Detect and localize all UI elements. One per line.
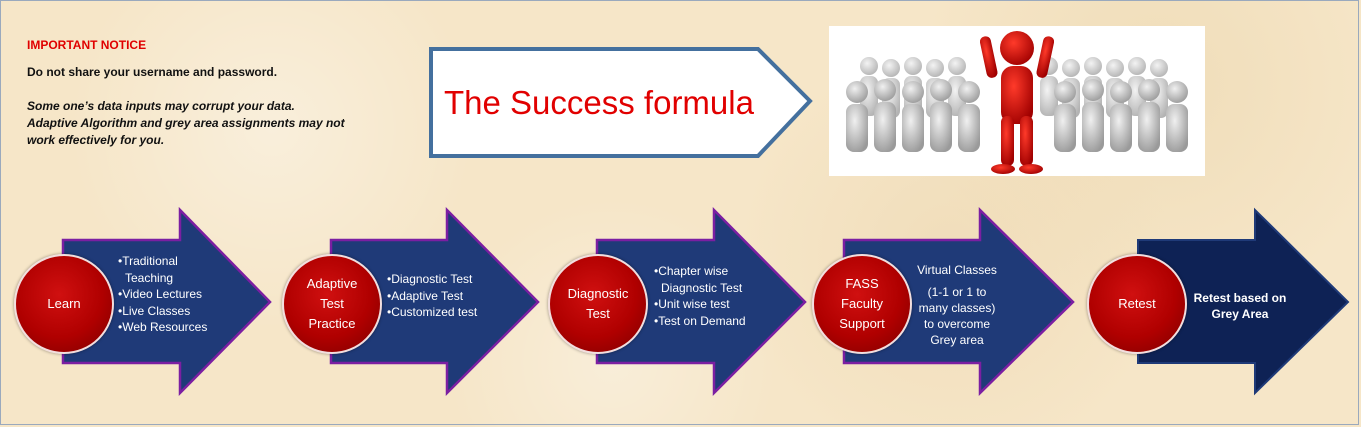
step-circle-diagnostic: Diagnostic Test — [548, 254, 648, 354]
list-item: Chapter wise Diagnostic Test — [654, 263, 759, 296]
list-item: Test on Demand — [654, 313, 759, 330]
notice-line-password: Do not share your username and password. — [27, 65, 278, 79]
list-item: Live Classes — [118, 303, 218, 320]
step-circle-learn: Learn — [14, 254, 114, 354]
step-label-fass: FASS — [845, 276, 879, 291]
leader-figure-icon — [846, 31, 1188, 174]
list-item: Customized test — [387, 304, 497, 321]
fass-line: Grey area — [930, 333, 984, 347]
step-circle-fass: FASS Faculty Support — [812, 254, 912, 354]
fass-line: (1-1 or 1 to — [927, 285, 987, 299]
step-label-support: Support — [839, 316, 885, 331]
fass-line: to overcome — [923, 317, 991, 331]
success-formula-title: The Success formula — [444, 84, 754, 121]
retest-line: Grey Area — [1211, 307, 1269, 321]
list-item: Traditional Teaching — [118, 253, 218, 286]
diagnostic-items: Chapter wise Diagnostic Test Unit wise t… — [654, 263, 759, 329]
step-label-faculty: Faculty — [841, 296, 883, 311]
list-item: Diagnostic Test — [387, 271, 497, 288]
step-label-learn: Learn — [47, 296, 81, 311]
fass-line: many classes) — [918, 301, 996, 315]
retest-description: Retest based on Grey Area — [1185, 290, 1295, 322]
list-item: Video Lectures — [118, 286, 218, 303]
step-label-adaptive: Adaptive — [306, 276, 358, 291]
arrow-retest — [1137, 207, 1350, 396]
important-notice: IMPORTANT NOTICE Do not share your usern… — [27, 38, 407, 149]
step-label-retest: Retest — [1118, 296, 1156, 311]
notice-line-algorithm: Adaptive Algorithm and grey area assignm… — [27, 116, 345, 130]
step-circle-adaptive: Adaptive Test Practice — [282, 254, 382, 354]
step-circle-retest: Retest — [1087, 254, 1187, 354]
step-label-practice: Practice — [308, 316, 356, 331]
adaptive-items: Diagnostic Test Adaptive Test Customized… — [387, 271, 497, 321]
notice-line-data: Some one’s data inputs may corrupt your … — [27, 99, 295, 113]
retest-line: Retest based on — [1193, 291, 1287, 305]
fass-description: Virtual Classes (1-1 or 1 to many classe… — [905, 262, 1009, 348]
list-item: Web Resources — [118, 319, 218, 336]
leader-image — [829, 26, 1205, 176]
list-item: Adaptive Test — [387, 288, 497, 305]
list-item: Unit wise test — [654, 296, 759, 313]
fass-line: Virtual Classes — [917, 263, 997, 277]
step-label-test: Test — [586, 306, 610, 321]
learn-items: Traditional Teaching Video Lectures Live… — [118, 253, 218, 336]
notice-line-effective: work effectively for you. — [27, 133, 165, 147]
formula-arrow — [429, 47, 813, 158]
step-label-test: Test — [320, 296, 344, 311]
step-label-diagnostic: Diagnostic — [567, 286, 629, 301]
notice-title: IMPORTANT NOTICE — [27, 38, 147, 52]
arrow-fass — [842, 207, 1075, 396]
